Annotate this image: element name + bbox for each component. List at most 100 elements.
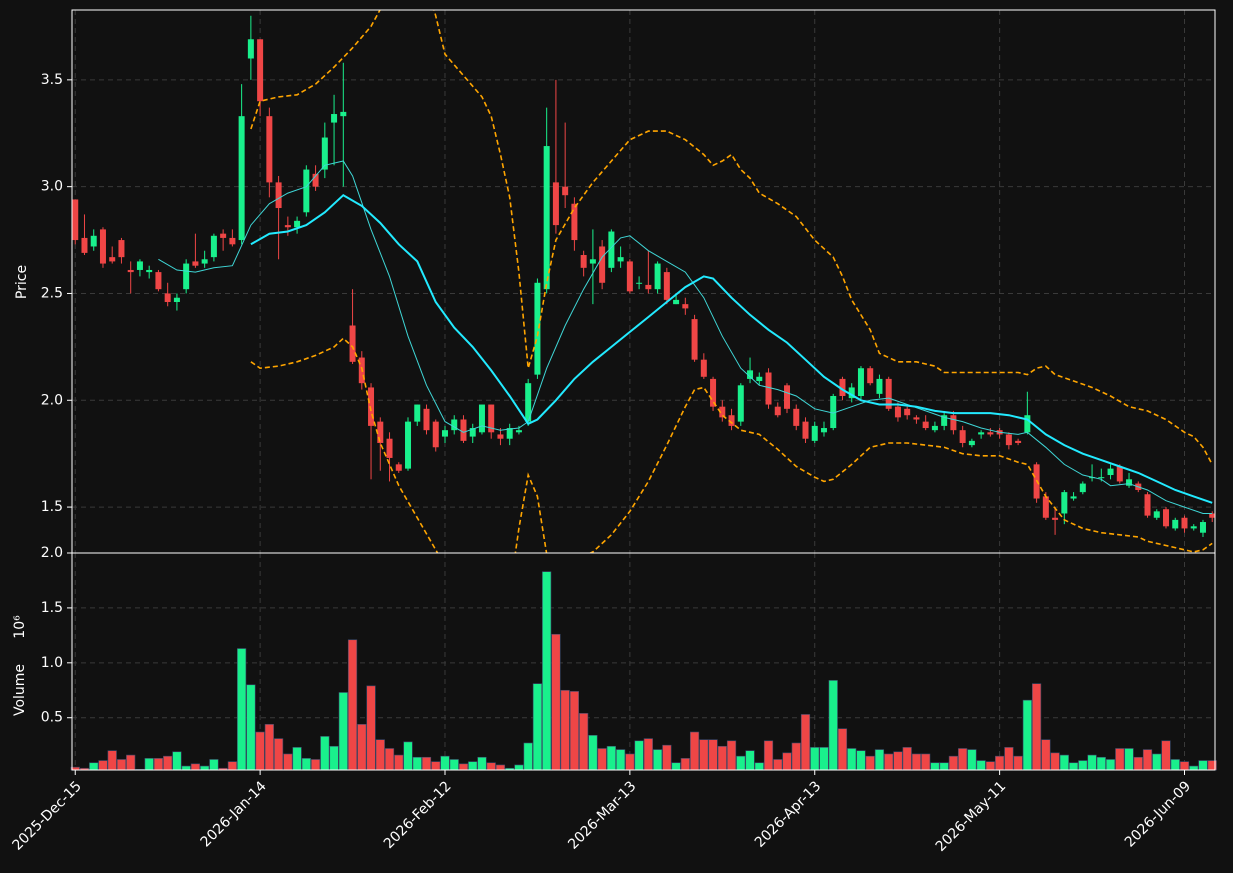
volume-bar [338, 692, 348, 771]
volume-bar [237, 648, 247, 771]
candle-body [506, 428, 513, 439]
candle-body [210, 235, 217, 258]
candle-body [1024, 415, 1031, 433]
candle-body [497, 434, 504, 439]
volume-bar [1059, 754, 1069, 771]
candle-body [515, 430, 522, 433]
volume-bar [588, 734, 598, 771]
volume-bar [403, 741, 413, 771]
volume-bar [874, 749, 885, 771]
candle-body [765, 372, 772, 405]
volume-bar [699, 739, 709, 771]
x-tick-label: 2026-May-11 [933, 778, 1010, 855]
candle-body [525, 383, 532, 422]
volume-bar [939, 762, 949, 771]
volume-bar [273, 738, 284, 771]
candle-body [1190, 526, 1197, 529]
volume-bar [736, 755, 746, 771]
candle-body [99, 229, 106, 264]
candle-body [118, 240, 125, 258]
candle-body [109, 257, 116, 262]
volume-bar [172, 751, 182, 771]
candle-body [1061, 492, 1068, 514]
candle-body [580, 255, 587, 268]
volume-bar [329, 745, 339, 771]
candle-body [405, 421, 412, 469]
candle-body [876, 378, 883, 394]
volume-bar [440, 755, 450, 771]
volume-bar [421, 756, 432, 771]
volume-bar [1068, 762, 1079, 771]
candle-body [848, 387, 855, 399]
volume-bar [782, 752, 792, 771]
volume-bar [1189, 765, 1199, 771]
volume-bar [643, 738, 653, 771]
volume-bar [1096, 756, 1106, 771]
candle-body [959, 430, 966, 443]
candle-body [700, 359, 707, 377]
volume-bar [1142, 749, 1153, 771]
candle-body [1042, 496, 1049, 518]
volume-bar [1013, 755, 1023, 771]
volume-bar [1050, 752, 1060, 771]
volume-bar [458, 763, 469, 771]
candle-body [303, 169, 310, 213]
candle-body [1098, 477, 1105, 479]
candle-body [183, 263, 190, 290]
candle-body [1089, 477, 1096, 479]
candle-body [599, 246, 606, 283]
candle-body [654, 263, 661, 290]
volume-scale-label: 10⁶ [12, 615, 28, 639]
volume-bar [107, 750, 117, 771]
y-tick-label: 2.0 [41, 545, 63, 561]
candle-body [793, 408, 800, 426]
candle-body [312, 173, 319, 187]
candle-body [719, 406, 726, 418]
candle-body [617, 257, 624, 262]
candle-body [173, 297, 180, 303]
candle-body [913, 417, 920, 420]
candle-body [247, 39, 254, 59]
volume-axis-label: Volume [12, 664, 28, 716]
volume-bar [1152, 753, 1162, 771]
candle-body [747, 370, 754, 379]
candle-body [164, 293, 171, 303]
candle-body [220, 233, 227, 238]
candle-body [238, 116, 245, 241]
candle-body [1107, 468, 1114, 476]
volume-bar [301, 758, 311, 771]
volume-bar [560, 689, 570, 771]
overlay-group [158, 10, 1213, 553]
candle-body [469, 428, 476, 437]
volume-bar [948, 755, 958, 771]
volume-bar [486, 762, 496, 771]
volume-bar [717, 745, 727, 771]
candle-body [275, 182, 282, 209]
volume-bar [1115, 748, 1125, 771]
candle-body [136, 261, 143, 270]
candle-body [728, 415, 735, 426]
candle-body [478, 404, 485, 433]
volume-bar [283, 753, 293, 771]
candle-body [922, 421, 929, 429]
y-axis-label: Price [14, 265, 30, 299]
volume-bar [930, 762, 940, 771]
volume-bar [542, 571, 552, 771]
candle-body [885, 378, 892, 409]
candle-body [81, 237, 88, 253]
volume-bar [726, 740, 737, 771]
volume-bar [181, 765, 191, 771]
candle-body [146, 269, 153, 273]
candle-body [534, 282, 541, 375]
candle-body [90, 235, 97, 247]
candle-body [1052, 517, 1059, 520]
candle-body [756, 376, 763, 382]
candle-body [673, 299, 680, 305]
candle-body [321, 137, 328, 170]
candle-body [636, 282, 643, 284]
candle-body [571, 203, 578, 241]
y-tick-label: 1.0 [41, 655, 63, 671]
candle-body [331, 114, 338, 123]
candle-body [266, 116, 273, 183]
volume-bar [1004, 747, 1014, 771]
